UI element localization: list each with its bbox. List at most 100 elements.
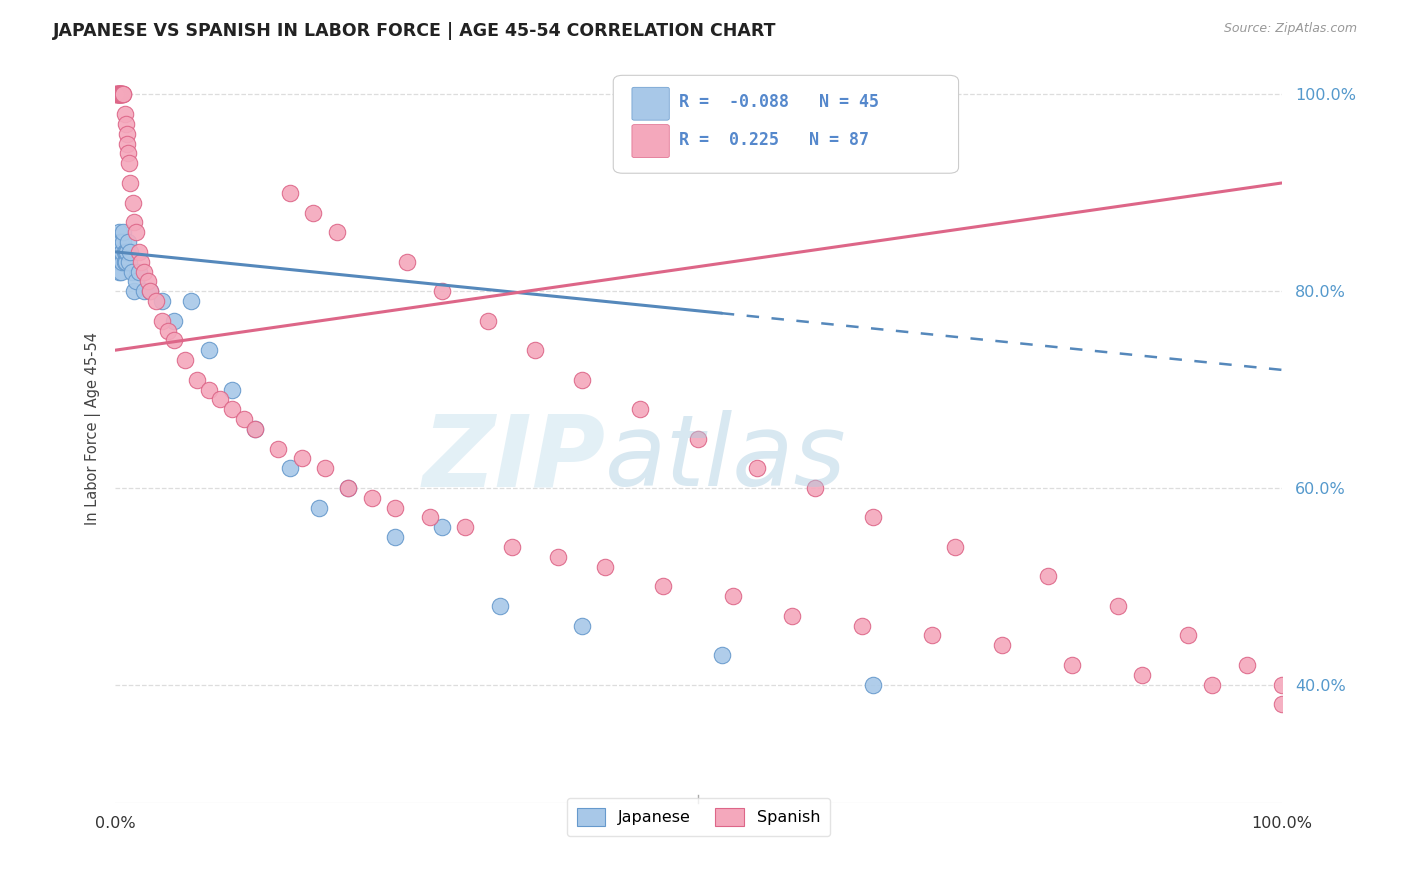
Point bbox=[105, 87, 128, 102]
Point bbox=[489, 599, 512, 613]
Point bbox=[115, 136, 138, 151]
Point bbox=[110, 87, 132, 102]
Point bbox=[112, 87, 135, 102]
Point bbox=[862, 677, 884, 691]
Point bbox=[197, 343, 219, 358]
Point bbox=[337, 481, 360, 495]
Point bbox=[1038, 569, 1060, 583]
Point bbox=[209, 392, 232, 407]
Point bbox=[419, 510, 441, 524]
Point bbox=[117, 146, 139, 161]
Point bbox=[267, 442, 290, 456]
Point bbox=[136, 274, 159, 288]
Point bbox=[1201, 677, 1223, 691]
Point bbox=[156, 324, 179, 338]
Point bbox=[112, 225, 135, 239]
Point bbox=[524, 343, 547, 358]
Point bbox=[628, 402, 651, 417]
Point bbox=[710, 648, 733, 662]
Point bbox=[921, 628, 943, 642]
Point bbox=[1130, 667, 1153, 681]
Point bbox=[1177, 628, 1199, 642]
Text: atlas: atlas bbox=[605, 410, 846, 508]
Point bbox=[128, 264, 150, 278]
Point bbox=[174, 353, 197, 368]
Point bbox=[186, 373, 208, 387]
Point bbox=[108, 254, 131, 268]
Point bbox=[593, 559, 616, 574]
Point bbox=[112, 235, 135, 249]
Point bbox=[129, 254, 152, 268]
Point bbox=[107, 244, 129, 259]
Point bbox=[139, 284, 162, 298]
Point bbox=[107, 235, 129, 249]
Y-axis label: In Labor Force | Age 45-54: In Labor Force | Age 45-54 bbox=[86, 333, 101, 525]
Point bbox=[110, 264, 132, 278]
Legend: Japanese, Spanish: Japanese, Spanish bbox=[567, 798, 830, 836]
Point bbox=[107, 225, 129, 239]
Point bbox=[862, 510, 884, 524]
Text: R =  0.225   N = 87: R = 0.225 N = 87 bbox=[679, 130, 869, 149]
Text: Source: ZipAtlas.com: Source: ZipAtlas.com bbox=[1223, 22, 1357, 36]
Point bbox=[118, 156, 141, 170]
Point bbox=[1060, 657, 1083, 672]
Point bbox=[134, 284, 156, 298]
Point bbox=[302, 205, 325, 219]
Point bbox=[197, 383, 219, 397]
Point bbox=[114, 254, 136, 268]
Point bbox=[120, 244, 142, 259]
Point bbox=[107, 87, 129, 102]
Point bbox=[145, 293, 167, 308]
Point bbox=[430, 284, 453, 298]
Point bbox=[851, 618, 873, 632]
Point bbox=[162, 334, 184, 348]
Point bbox=[107, 87, 129, 102]
Point bbox=[326, 225, 349, 239]
Point bbox=[430, 520, 453, 534]
Text: ZIP: ZIP bbox=[422, 410, 605, 508]
Point bbox=[243, 422, 266, 436]
Point bbox=[125, 225, 148, 239]
Point bbox=[308, 500, 330, 515]
Point bbox=[162, 314, 184, 328]
Point bbox=[108, 235, 131, 249]
Point bbox=[1107, 599, 1129, 613]
Point bbox=[1271, 698, 1294, 712]
Point bbox=[110, 244, 132, 259]
Point bbox=[121, 264, 143, 278]
Point bbox=[114, 107, 136, 121]
Point bbox=[105, 87, 128, 102]
Point bbox=[112, 87, 135, 102]
Point bbox=[114, 254, 136, 268]
FancyBboxPatch shape bbox=[613, 75, 959, 173]
Point bbox=[115, 127, 138, 141]
Point bbox=[117, 235, 139, 249]
Point bbox=[395, 254, 418, 268]
Point bbox=[278, 461, 301, 475]
Point bbox=[121, 195, 143, 210]
Point bbox=[128, 244, 150, 259]
Point bbox=[105, 244, 128, 259]
Point bbox=[107, 264, 129, 278]
Point bbox=[111, 244, 134, 259]
Point bbox=[114, 117, 136, 131]
Point bbox=[139, 284, 162, 298]
FancyBboxPatch shape bbox=[631, 87, 669, 120]
FancyBboxPatch shape bbox=[631, 125, 669, 158]
Point bbox=[105, 87, 128, 102]
Point bbox=[107, 87, 129, 102]
Point bbox=[723, 589, 745, 603]
Point bbox=[107, 87, 129, 102]
Point bbox=[118, 254, 141, 268]
Point bbox=[107, 87, 129, 102]
Point bbox=[110, 87, 132, 102]
Point bbox=[571, 373, 593, 387]
Point bbox=[108, 244, 131, 259]
Point bbox=[384, 500, 406, 515]
Point bbox=[134, 264, 156, 278]
Point bbox=[571, 618, 593, 632]
Point bbox=[108, 87, 131, 102]
Point bbox=[337, 481, 360, 495]
Point bbox=[454, 520, 477, 534]
Point bbox=[1271, 677, 1294, 691]
